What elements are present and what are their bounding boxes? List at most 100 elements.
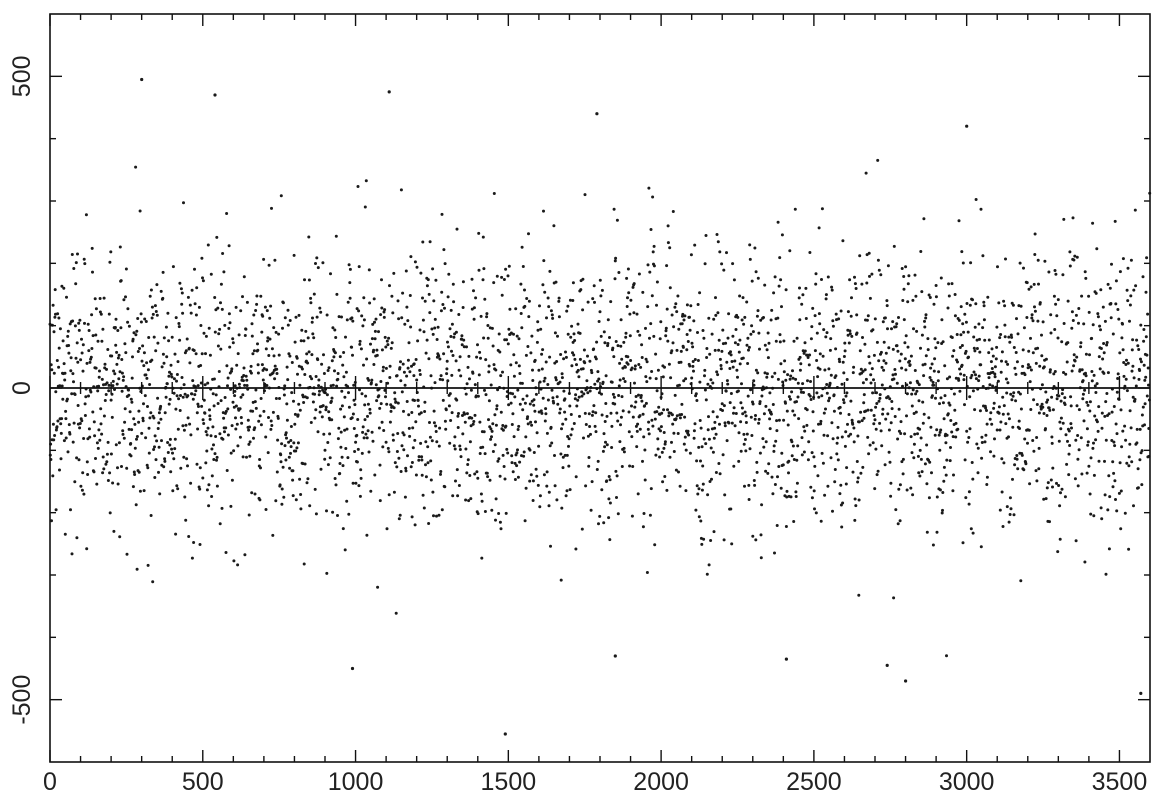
data-point: [65, 295, 68, 299]
data-point: [317, 393, 321, 397]
data-point: [91, 410, 95, 414]
data-point: [702, 336, 706, 340]
data-point: [940, 318, 944, 322]
data-point: [639, 365, 643, 369]
data-point: [724, 341, 728, 345]
data-point: [923, 325, 927, 329]
data-point: [126, 307, 130, 311]
data-point: [1070, 369, 1074, 373]
data-point: [65, 397, 69, 401]
data-point: [146, 405, 149, 408]
data-point: [344, 447, 348, 450]
data-point: [229, 451, 233, 455]
data-point: [215, 455, 219, 459]
data-point: [677, 470, 680, 474]
data-point: [461, 280, 465, 284]
data-point: [767, 462, 771, 466]
data-point: [419, 271, 423, 275]
data-point: [1006, 381, 1010, 385]
data-point: [736, 389, 740, 393]
data-point: [848, 332, 852, 336]
data-point: [945, 433, 949, 437]
data-point: [655, 389, 659, 393]
data-point: [186, 416, 190, 420]
data-point: [246, 418, 250, 422]
data-point: [871, 441, 875, 445]
data-point: [942, 479, 946, 483]
data-point: [484, 393, 488, 397]
data-point: [130, 376, 134, 380]
data-point: [1088, 409, 1092, 413]
data-point: [802, 391, 805, 394]
data-point: [895, 381, 899, 385]
data-point: [759, 318, 763, 322]
data-point: [974, 198, 978, 201]
data-point: [152, 416, 156, 420]
data-point: [868, 443, 872, 447]
data-point: [993, 375, 997, 379]
data-point: [311, 332, 315, 336]
data-point: [910, 404, 914, 408]
data-point: [431, 490, 435, 494]
data-point: [1143, 423, 1146, 427]
data-point: [309, 296, 313, 300]
data-point: [220, 506, 224, 510]
data-point: [257, 419, 261, 423]
data-point: [1071, 319, 1075, 322]
data-point: [923, 319, 926, 323]
data-point: [719, 367, 723, 371]
data-point: [571, 281, 575, 285]
data-point: [79, 358, 83, 362]
data-point: [520, 326, 524, 330]
data-point: [673, 305, 677, 309]
data-point: [444, 427, 448, 431]
data-point: [890, 407, 894, 411]
data-point: [991, 354, 995, 358]
data-point: [1050, 441, 1054, 445]
data-point: [641, 525, 645, 529]
data-point: [478, 420, 482, 424]
data-point: [115, 382, 119, 386]
data-point: [709, 539, 713, 542]
data-point: [1092, 473, 1096, 477]
data-point: [1071, 216, 1075, 220]
data-point: [630, 435, 634, 439]
data-point: [791, 444, 795, 448]
data-point: [1117, 491, 1121, 495]
data-point: [131, 485, 135, 489]
data-point: [336, 377, 340, 381]
data-point: [142, 364, 146, 368]
data-point: [457, 313, 461, 316]
data-point: [243, 383, 247, 387]
data-point: [1088, 353, 1091, 357]
data-point: [1105, 343, 1109, 347]
data-point: [969, 527, 973, 531]
data-point: [1123, 511, 1127, 515]
data-point: [490, 508, 494, 512]
data-point: [290, 361, 294, 364]
data-point: [502, 278, 506, 281]
data-point: [606, 318, 610, 322]
data-point: [388, 364, 392, 368]
data-point: [457, 412, 460, 415]
data-point: [573, 357, 577, 361]
data-point: [271, 533, 275, 537]
data-point: [804, 317, 808, 320]
data-point: [146, 563, 150, 567]
data-point: [197, 305, 201, 309]
data-point: [768, 427, 772, 431]
data-point: [651, 424, 655, 428]
data-point: [744, 414, 748, 418]
data-point: [211, 425, 215, 429]
data-point: [159, 289, 163, 293]
data-point: [108, 471, 112, 475]
data-point: [1066, 439, 1069, 443]
data-point: [964, 320, 968, 324]
data-point: [166, 451, 170, 454]
data-point: [1135, 338, 1139, 342]
data-point: [292, 253, 296, 257]
data-point: [433, 381, 437, 385]
data-point: [719, 364, 723, 367]
data-point: [156, 341, 160, 345]
data-point: [182, 428, 186, 432]
